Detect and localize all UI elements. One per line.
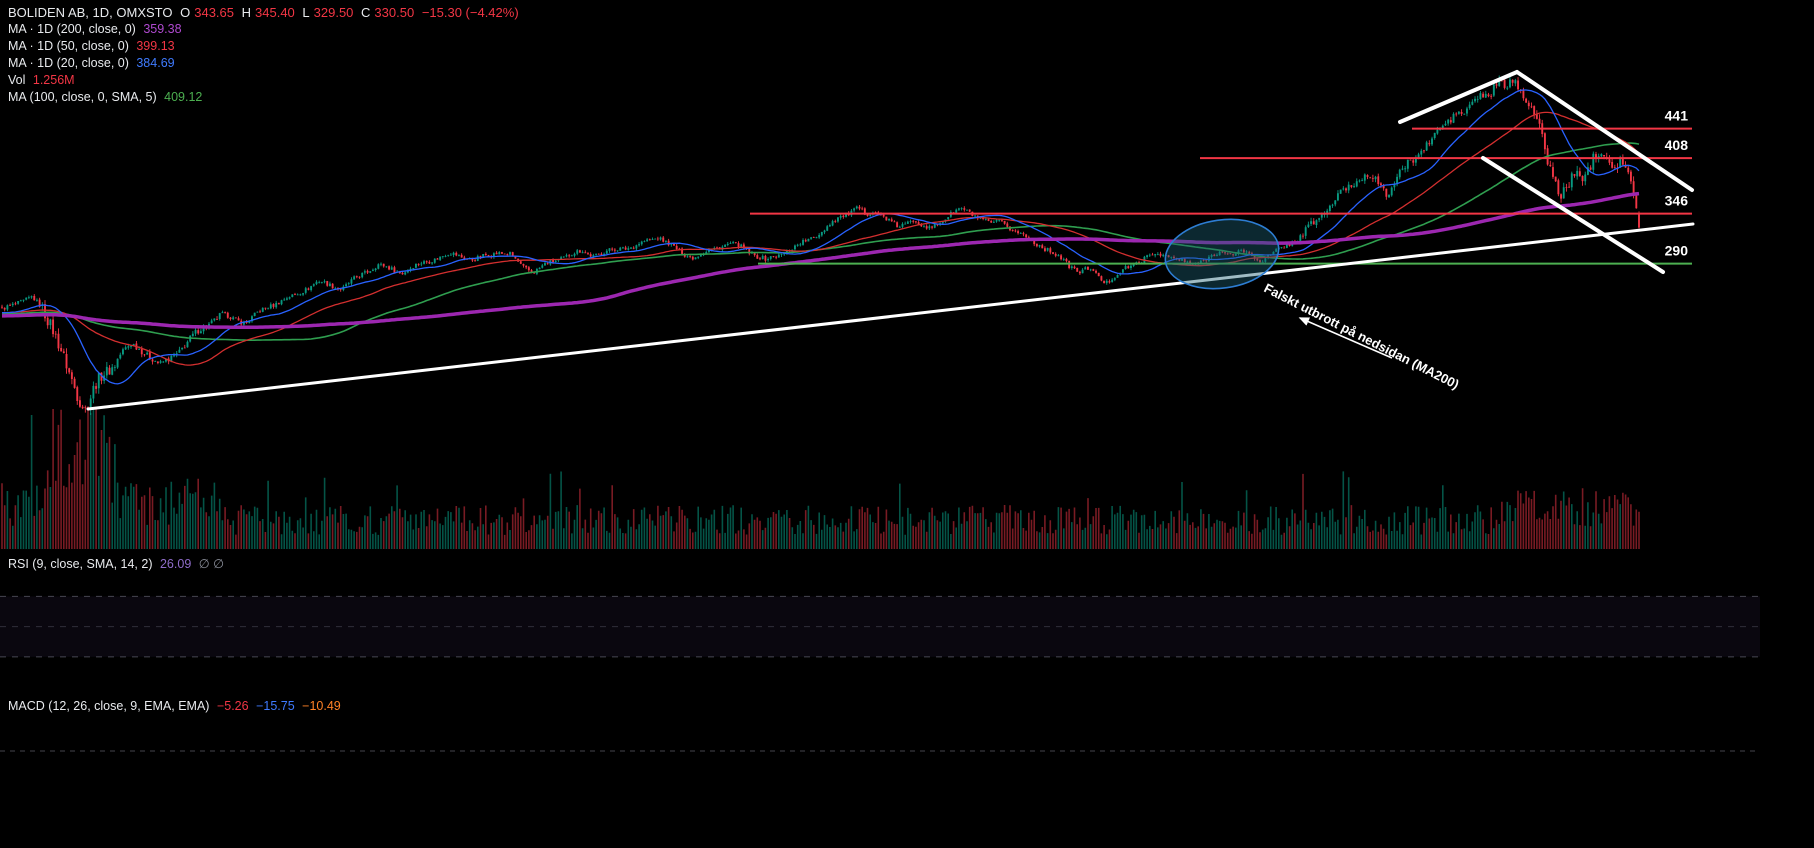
annotation-arrow[interactable] <box>1298 317 1393 359</box>
high-label: H <box>241 5 252 20</box>
symbol-title[interactable]: BOLIDEN AB, 1D, OMXSTO <box>8 5 173 20</box>
level-label-441: 441 <box>1665 108 1689 124</box>
ma-20-line <box>2 89 1640 385</box>
ma-200-line <box>2 191 1640 330</box>
rsi-value: 26.09 <box>159 557 192 571</box>
level-label-290: 290 <box>1665 243 1689 259</box>
volume-value: 1.256M <box>32 73 75 87</box>
ma20-value: 384.69 <box>136 56 175 70</box>
macd-legend[interactable]: MACD (12, 26, close, 9, EMA, EMA) −5.26 … <box>8 698 349 715</box>
trendline-wedge-right[interactable] <box>1515 70 1694 192</box>
ma50-label: MA · 1D (50, close, 0) <box>8 39 129 53</box>
low-label: L <box>302 5 310 20</box>
macd-line-value: −15.75 <box>256 699 295 713</box>
symbol-legend[interactable]: BOLIDEN AB, 1D, OMXSTO O 343.65 H 345.40 L… <box>8 4 527 106</box>
trendline-long-term-support[interactable] <box>86 222 1695 411</box>
candle-bodies-up <box>6 78 1622 410</box>
change-value: −15.30 (−4.42%) <box>421 5 519 20</box>
rsi-legend[interactable]: RSI (9, close, SMA, 14, 2) 26.09 ∅ ∅ <box>8 556 232 573</box>
open-label: O <box>180 5 191 20</box>
macd-hist-value: −5.26 <box>216 699 249 713</box>
ma200-value: 359.38 <box>143 22 182 36</box>
macd-signal-value: −10.49 <box>302 699 341 713</box>
rsi-empty-set-icons: ∅ ∅ <box>198 557 225 571</box>
low-value: 329.50 <box>313 5 354 20</box>
ma-50-line <box>1 111 1640 366</box>
false-breakout-ellipse[interactable] <box>1161 212 1283 295</box>
close-value: 330.50 <box>374 5 415 20</box>
ma200-label: MA · 1D (200, close, 0) <box>8 22 136 36</box>
ma200-legend-row[interactable]: MA · 1D (200, close, 0) 359.38 <box>8 21 523 38</box>
ma100-legend-row[interactable]: MA (100, close, 0, SMA, 5) 409.12 <box>8 89 523 106</box>
level-label-346: 346 <box>1665 193 1689 209</box>
volume-label: Vol <box>8 73 26 87</box>
candle-wicks-down <box>1 77 1640 413</box>
trendline-mid-downtrend[interactable] <box>1481 156 1665 274</box>
ma100-label: MA (100, close, 0, SMA, 5) <box>8 90 157 104</box>
ma50-legend-row[interactable]: MA · 1D (50, close, 0) 399.13 <box>8 38 523 55</box>
trendline-wedge-left[interactable] <box>1398 70 1519 124</box>
macd-label: MACD (12, 26, close, 9, EMA, EMA) <box>8 699 210 713</box>
ma20-legend-row[interactable]: MA · 1D (20, close, 0) 384.69 <box>8 55 523 72</box>
volume-legend-row[interactable]: Vol 1.256M <box>8 72 523 89</box>
ma100-value: 409.12 <box>164 90 203 104</box>
ma20-label: MA · 1D (20, close, 0) <box>8 56 129 70</box>
close-label: C <box>361 5 371 20</box>
volume-bars-up <box>6 409 1622 549</box>
level-label-408: 408 <box>1665 137 1689 153</box>
annotation-text[interactable]: Falskt utbrott på nedsidan (MA200) <box>1262 280 1462 392</box>
ma-100-line <box>1 142 1640 341</box>
high-value: 345.40 <box>255 5 295 20</box>
rsi-band <box>0 596 1760 657</box>
open-value: 343.65 <box>194 5 234 20</box>
candle-wicks-up <box>6 75 1621 415</box>
rsi-label: RSI (9, close, SMA, 14, 2) <box>8 557 153 571</box>
ma50-value: 399.13 <box>136 39 175 53</box>
symbol-ohlc-row[interactable]: BOLIDEN AB, 1D, OMXSTO O 343.65 H 345.40 L… <box>8 4 523 21</box>
